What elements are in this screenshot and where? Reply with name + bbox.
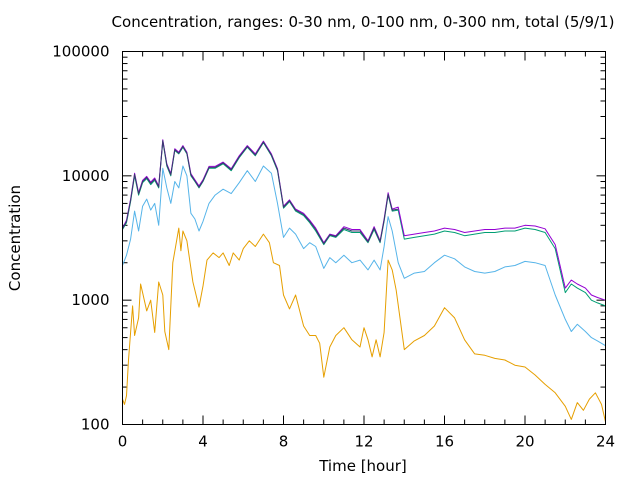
x-tick-label: 4 xyxy=(198,433,208,451)
y-tick-label: 100 xyxy=(81,416,110,434)
x-tick-label: 0 xyxy=(118,433,128,451)
x-tick-label: 16 xyxy=(435,433,454,451)
y-tick-label: 1000 xyxy=(71,291,109,309)
series-line-2 xyxy=(122,165,606,347)
x-tick-label: 8 xyxy=(279,433,289,451)
plot-area xyxy=(122,139,606,423)
tick-labels: 0 4 8 12 16 20 24 100 1000 10000 100000 xyxy=(52,43,615,451)
y-axis-label: Concentration xyxy=(6,185,24,291)
series-line-5 xyxy=(122,140,399,245)
y-tick-label: 100000 xyxy=(52,43,109,61)
chart-title: Concentration, ranges: 0-30 nm, 0-100 nm… xyxy=(112,13,615,31)
series-line-1 xyxy=(122,227,606,423)
x-tick-label: 20 xyxy=(515,433,534,451)
y-tick-label: 10000 xyxy=(62,167,110,185)
x-tick-label: 24 xyxy=(596,433,615,451)
series-line-3 xyxy=(122,140,606,307)
x-tick-label: 12 xyxy=(354,433,373,451)
x-axis-label: Time [hour] xyxy=(318,457,407,475)
plot-frame xyxy=(122,51,606,425)
